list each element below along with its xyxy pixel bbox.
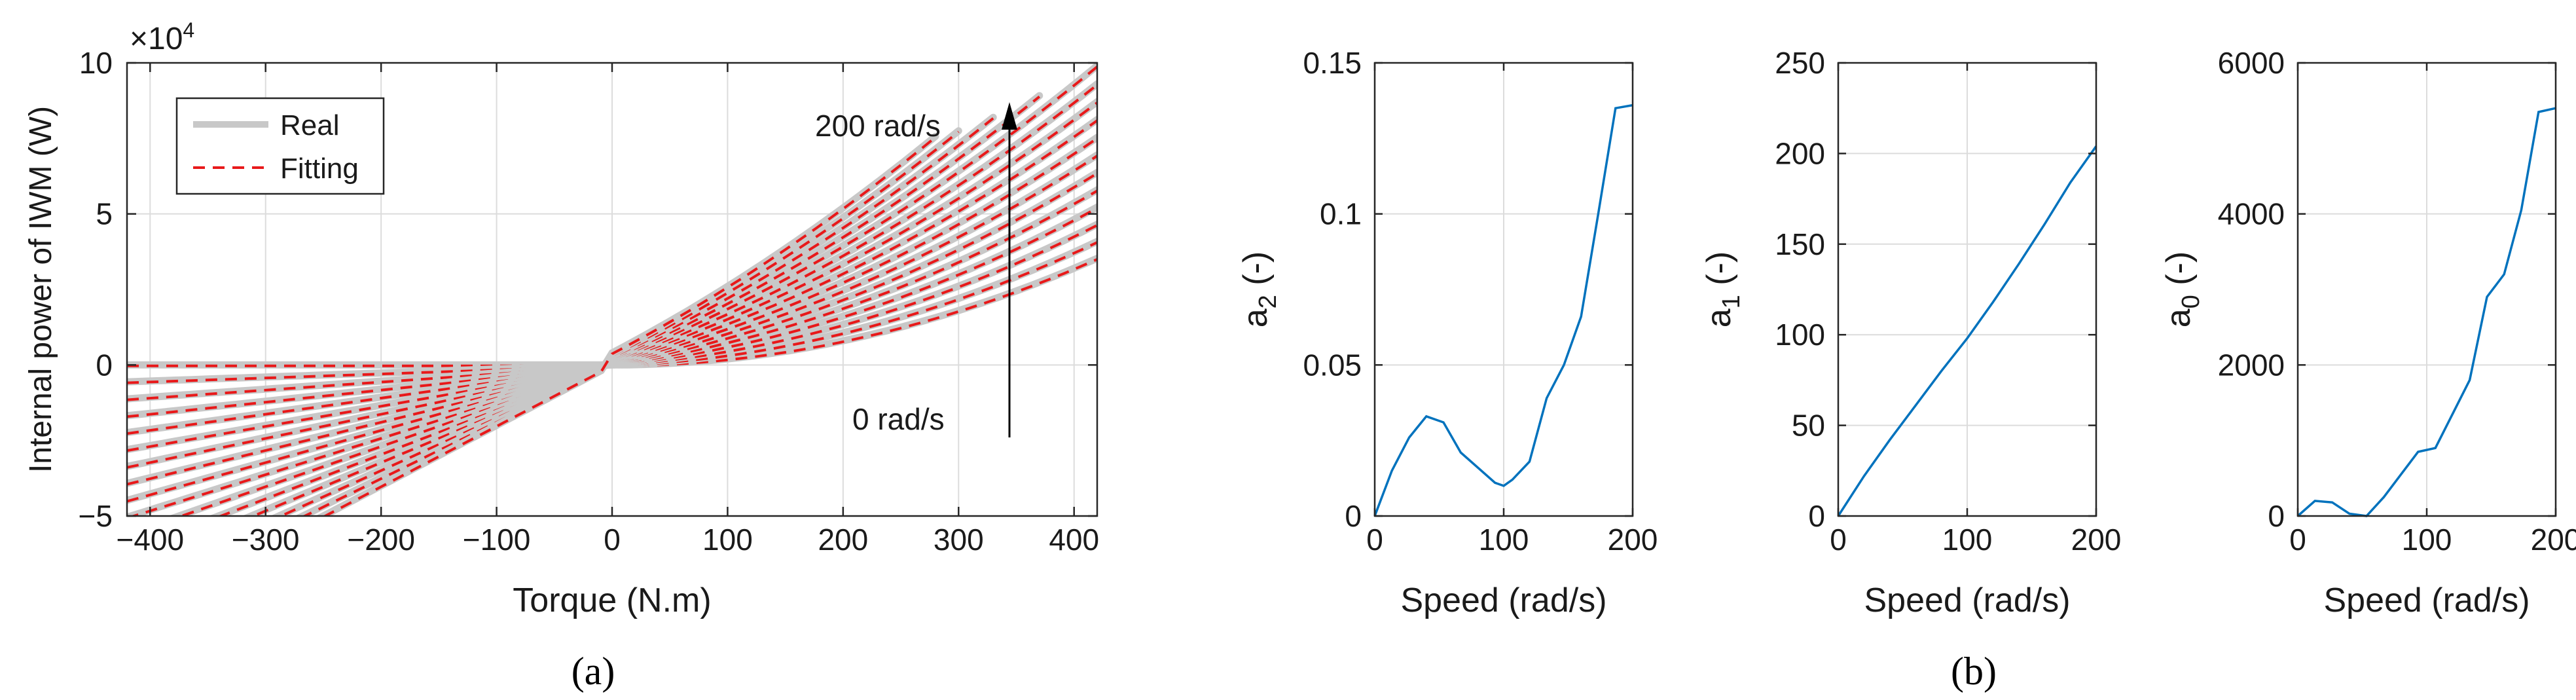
chart-a1-xtick-label: 200 bbox=[2071, 523, 2122, 557]
chart-a2-xtick-label: 100 bbox=[1479, 523, 1529, 557]
chart-a0-ytick-label: 6000 bbox=[2218, 46, 2285, 80]
chart-a2-ytick-label: 0.05 bbox=[1303, 348, 1362, 382]
chart-a0-ytick-label: 0 bbox=[2268, 499, 2285, 533]
panel-b-caption: (b) bbox=[1951, 650, 1997, 693]
chart-a2-ylabel: a2 (-) bbox=[1237, 251, 1282, 327]
chart-a2-ytick-label: 0 bbox=[1345, 499, 1362, 533]
ylabel-main: a bbox=[1237, 308, 1275, 327]
panel-a-ytick-label: 5 bbox=[96, 197, 113, 231]
chart-a1: 0 100 200 0 50 100 150 200 250 Speed (rad/s) a1 (-… bbox=[1700, 46, 2121, 619]
panel-a-xtick-label: 200 bbox=[818, 523, 868, 557]
chart-a0-ytick-label: 2000 bbox=[2218, 348, 2285, 382]
chart-a0-ytick-label: 4000 bbox=[2218, 197, 2285, 231]
panel-a-ticks: −400 −300 −200 −100 0 100 200 300 400 −5 0 5 10 bbox=[79, 46, 1100, 557]
fitting-curve-speed-40 bbox=[127, 207, 1097, 418]
chart-a1-ytick-label: 150 bbox=[1775, 227, 1825, 261]
chart-a1-ytick-label: 50 bbox=[1792, 409, 1825, 443]
panel-a: −400 −300 −200 −100 0 100 200 300 400 −5 0 5 10 ×104… bbox=[24, 18, 1099, 693]
panel-a-xtick-label: −200 bbox=[347, 523, 415, 557]
fitting-curve-speed-200 bbox=[322, 136, 937, 516]
panel-a-ytick-label: 0 bbox=[96, 348, 113, 382]
fitting-curve-speed-146.7 bbox=[217, 65, 1097, 516]
panel-a-exponent: ×104 bbox=[130, 18, 194, 56]
annotation-200-rad-s: 200 rad/s bbox=[815, 109, 941, 143]
chart-a1-ylabel: a1 (-) bbox=[1700, 251, 1745, 327]
chart-a2-xtick-label: 200 bbox=[1608, 523, 1658, 557]
panel-a-xtick-label: −300 bbox=[232, 523, 300, 557]
panel-a-xtick-label: 300 bbox=[934, 523, 984, 557]
chart-a0-xtick-label: 0 bbox=[2289, 523, 2306, 557]
chart-a1-ytick-label: 0 bbox=[1808, 499, 1825, 533]
panel-a-xtick-label: −400 bbox=[116, 523, 184, 557]
panel-a-legend: Real Fitting bbox=[175, 97, 385, 195]
chart-a1-ytick-label: 100 bbox=[1775, 318, 1825, 352]
panel-a-xlabel: Torque (N.m) bbox=[513, 581, 711, 619]
chart-a0-ylabel: a0 (-) bbox=[2160, 251, 2205, 327]
panel-a-ylabel: Internal power of IWM (W) bbox=[24, 106, 58, 473]
ylabel-main: a bbox=[1700, 308, 1738, 327]
chart-a2-ytick-label: 0.1 bbox=[1320, 197, 1362, 231]
legend-box bbox=[175, 97, 385, 195]
fitting-curve-speed-53.3 bbox=[127, 189, 1097, 435]
fitting-curve-speed-13.3 bbox=[127, 241, 1097, 384]
chart-a2-xtick-label: 0 bbox=[1366, 523, 1383, 557]
ylabel-subscript: 2 bbox=[1254, 295, 1282, 308]
chart-a1-ytick-label: 200 bbox=[1775, 136, 1825, 170]
panel-a-xtick-label: 0 bbox=[604, 523, 621, 557]
chart-a1-line bbox=[1837, 145, 2097, 517]
fitting-curve-speed-186.7 bbox=[302, 130, 960, 516]
panel-a-xtick-label: 400 bbox=[1049, 523, 1099, 557]
chart-a1-xtick-label: 100 bbox=[1942, 523, 1993, 557]
speed-arrow-head bbox=[1002, 102, 1017, 130]
chart-a2-xlabel: Speed (rad/s) bbox=[1400, 581, 1606, 619]
ylabel-unit: (-) bbox=[1700, 251, 1738, 295]
fitting-curve-speed-0 bbox=[127, 258, 1097, 367]
panel-a-xtick-label: −100 bbox=[463, 523, 531, 557]
legend-fitting-label: Fitting bbox=[280, 153, 359, 185]
chart-a0-xtick-label: 200 bbox=[2531, 523, 2576, 557]
chart-a2-line bbox=[1373, 103, 1633, 517]
ylabel-subscript: 1 bbox=[1718, 295, 1745, 308]
chart-a1-xlabel: Speed (rad/s) bbox=[1864, 581, 2070, 619]
panel-a-curve-group bbox=[127, 63, 1097, 516]
ylabel-main: a bbox=[2160, 308, 2198, 327]
legend-real-label: Real bbox=[280, 109, 340, 141]
annotation-0-rad-s: 0 rad/s bbox=[852, 402, 945, 436]
fitting-curve-speed-106.7 bbox=[127, 119, 1097, 503]
fitting-curve-speed-26.7 bbox=[127, 224, 1097, 401]
ylabel-unit: (-) bbox=[2160, 251, 2198, 295]
fitting-curve-speed-120 bbox=[129, 101, 1097, 516]
ylabel-subscript: 0 bbox=[2177, 295, 2205, 308]
ylabel-unit: (-) bbox=[1237, 251, 1275, 295]
panel-a-xtick-label: 100 bbox=[702, 523, 753, 557]
chart-a2: 0 100 200 0 0.05 0.1 0.15 Speed (rad/s) a2 (-) bbox=[1237, 46, 1658, 619]
chart-a0-line bbox=[2296, 107, 2556, 517]
panel-a-curves bbox=[127, 63, 1097, 516]
fitting-curve-speed-160 bbox=[250, 96, 1041, 516]
chart-a0-xlabel: Speed (rad/s) bbox=[2323, 581, 2530, 619]
chart-a1-ytick-label: 250 bbox=[1775, 46, 1825, 80]
chart-a0-xtick-label: 100 bbox=[2402, 523, 2452, 557]
panel-a-caption: (a) bbox=[571, 650, 615, 693]
chart-a2-ytick-label: 0.15 bbox=[1303, 46, 1362, 80]
panel-a-ytick-label: 10 bbox=[79, 46, 113, 80]
chart-a1-xtick-label: 0 bbox=[1830, 523, 1847, 557]
panel-a-ytick-label: −5 bbox=[79, 499, 113, 533]
